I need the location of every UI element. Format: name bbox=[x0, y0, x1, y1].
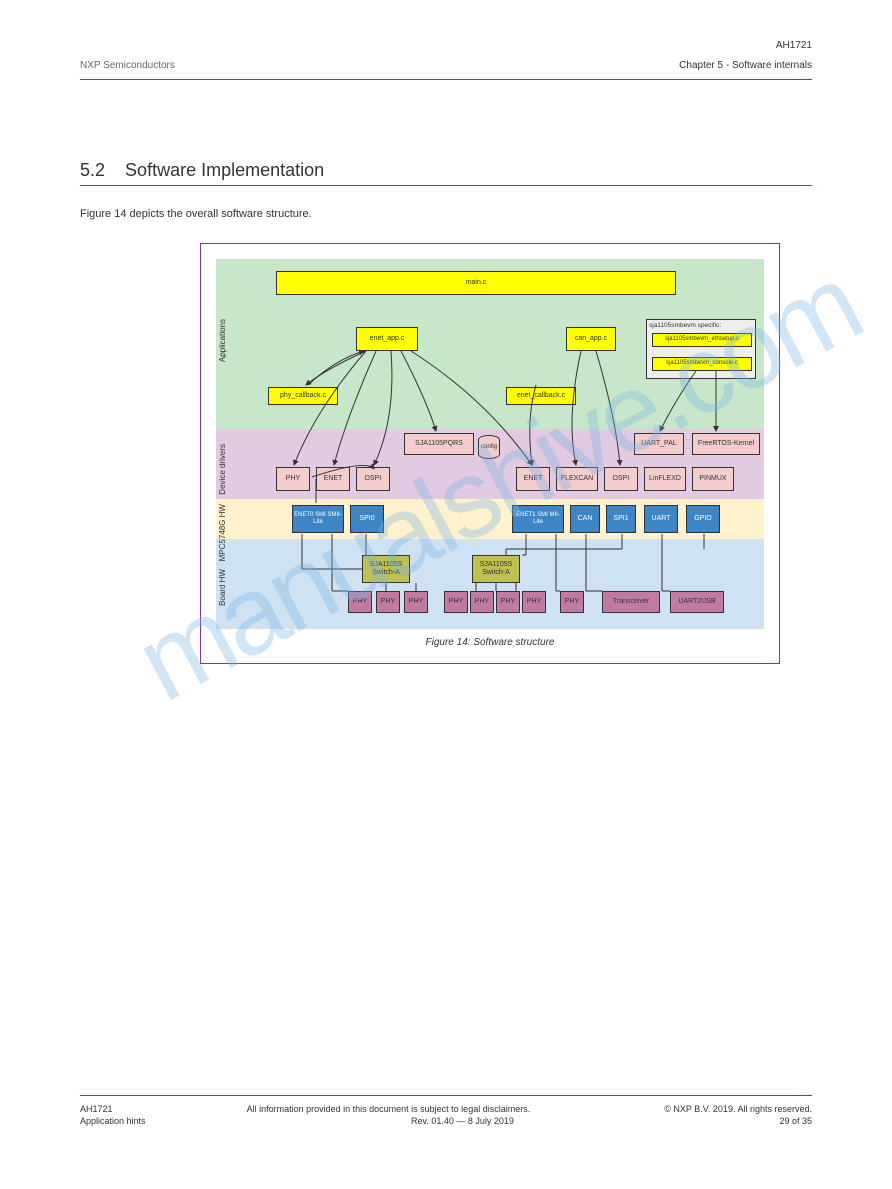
label-board-hw: Board HW bbox=[218, 569, 227, 606]
box-can-hw: CAN bbox=[570, 505, 600, 533]
box-phy-hw-5: PHY bbox=[470, 591, 494, 613]
footer-copyright: © NXP B.V. 2019. All rights reserved. bbox=[664, 1104, 812, 1114]
box-enet-app: enet_app.c bbox=[356, 327, 418, 351]
box-uart2usb: UART2USB bbox=[670, 591, 724, 613]
box-flexcan-driver: FLEXCAN bbox=[556, 467, 598, 491]
box-enet0-hw: ENET0 SMI SMII-Lite bbox=[292, 505, 344, 533]
box-uart-hw: UART bbox=[644, 505, 678, 533]
page-header: AH1721 NXP Semiconductors Chapter 5 - So… bbox=[80, 30, 812, 80]
footer-rev: Rev. 01.40 — 8 July 2019 bbox=[411, 1116, 514, 1126]
vendor-name: NXP Semiconductors bbox=[80, 60, 175, 71]
intro-paragraph: Figure 14 depicts the overall software s… bbox=[80, 206, 812, 223]
label-specific-title: sja1105smbevm specific: bbox=[649, 322, 721, 329]
label-applications: Applications bbox=[218, 319, 227, 362]
box-spi0-hw: SPI0 bbox=[350, 505, 384, 533]
figure-container: Applications Device drivers MPC5748G HW … bbox=[200, 243, 780, 664]
box-enet1-hw: ENET1 SMI MII-Lite bbox=[512, 505, 564, 533]
box-linflexd-driver: LinFLEXD bbox=[644, 467, 686, 491]
section-title-text: Software Implementation bbox=[125, 160, 324, 180]
box-can-app: can_app.c bbox=[566, 327, 616, 351]
label-drivers: Device drivers bbox=[218, 444, 227, 495]
footer-type: Application hints bbox=[80, 1116, 146, 1126]
box-enet-callback: enet_callback.c bbox=[506, 387, 576, 405]
section-heading: 5.2 Software Implementation bbox=[80, 160, 812, 186]
box-switch-a2: SJA1105S Switch-A bbox=[472, 555, 520, 583]
box-switch-a1: SJA1105S Switch-A bbox=[362, 555, 410, 583]
box-phy-callback: phy_callback.c bbox=[268, 387, 338, 405]
chapter-title: Chapter 5 - Software internals bbox=[679, 60, 812, 71]
box-dspi-driver-1: DSPI bbox=[356, 467, 390, 491]
box-enet-driver-1: ENET bbox=[316, 467, 350, 491]
box-sja-driver: SJA1105PQRS bbox=[404, 433, 474, 455]
software-structure-diagram: Applications Device drivers MPC5748G HW … bbox=[216, 259, 764, 629]
box-phy-hw-6: PHY bbox=[496, 591, 520, 613]
section-number: 5.2 bbox=[80, 160, 105, 180]
box-pinmux-driver: PINMUX bbox=[692, 467, 734, 491]
box-gpio-hw: GPIO bbox=[686, 505, 720, 533]
page-footer: AH1721 All information provided in this … bbox=[80, 1095, 812, 1126]
box-phy-hw-2: PHY bbox=[376, 591, 400, 613]
box-phy-hw-3: PHY bbox=[404, 591, 428, 613]
box-uart-pal: UART_PAL bbox=[634, 433, 684, 455]
box-phy-hw-4: PHY bbox=[444, 591, 468, 613]
box-phy-hw-1: PHY bbox=[348, 591, 372, 613]
box-enet-driver-2: ENET bbox=[516, 467, 550, 491]
box-phy-hw-7: PHY bbox=[522, 591, 546, 613]
box-phy-driver: PHY bbox=[276, 467, 310, 491]
cylinder-config: config bbox=[478, 435, 500, 459]
figure-caption: Figure 14: Software structure bbox=[216, 637, 764, 648]
box-freertos: FreeRTOS-Kernel bbox=[692, 433, 760, 455]
footer-doc: AH1721 bbox=[80, 1104, 113, 1114]
doc-code: AH1721 bbox=[776, 40, 812, 51]
footer-info: All information provided in this documen… bbox=[247, 1104, 531, 1114]
box-transceiver: Transceiver bbox=[602, 591, 660, 613]
box-console: sja1105smbevm_console.c bbox=[652, 357, 752, 371]
box-ethsetup: sja1105smbevm_ethsetup.c bbox=[652, 333, 752, 347]
box-spi1-hw: SPI1 bbox=[606, 505, 636, 533]
label-mcu-hw: MPC5748G HW bbox=[218, 504, 227, 561]
box-phy-hw-8: PHY bbox=[560, 591, 584, 613]
box-main: main.c bbox=[276, 271, 676, 295]
box-dspi-driver-2: DSPI bbox=[604, 467, 638, 491]
layer-board-hw bbox=[216, 539, 764, 629]
footer-page: 29 of 35 bbox=[779, 1116, 812, 1126]
